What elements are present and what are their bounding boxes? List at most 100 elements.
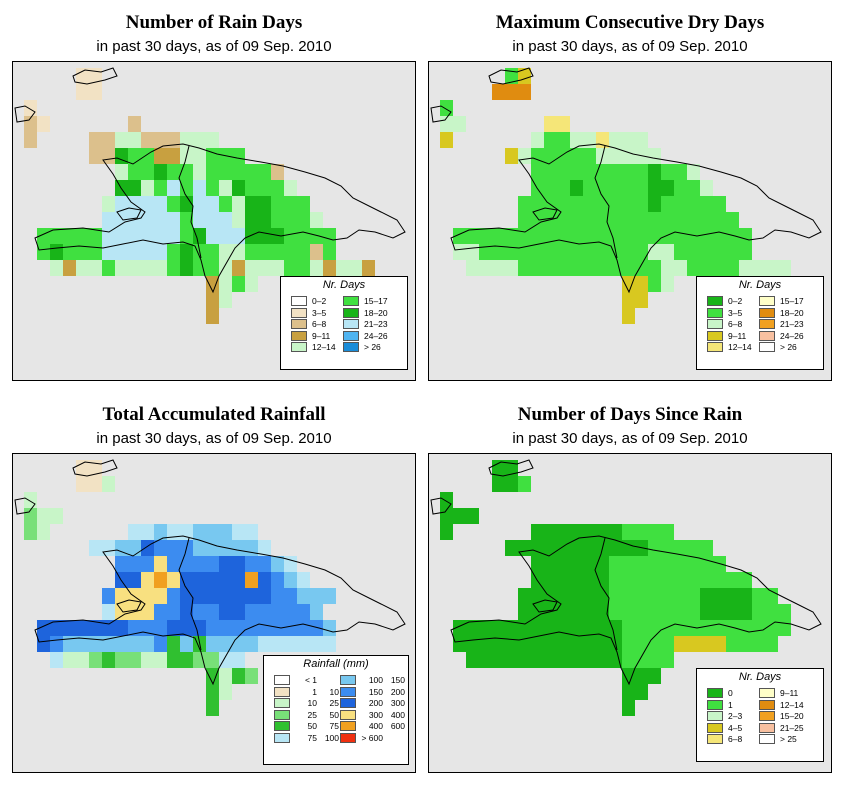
- grid-cell: [609, 588, 622, 604]
- grid-cell: [531, 604, 544, 620]
- grid-cell: [622, 212, 635, 228]
- grid-cell: [232, 556, 245, 572]
- grid-cell: [583, 228, 596, 244]
- grid-cell: [635, 132, 648, 148]
- grid-cell: [310, 212, 323, 228]
- grid-cell: [102, 132, 115, 148]
- grid-cell: [570, 652, 583, 668]
- grid-cell: [583, 556, 596, 572]
- grid-cell: [154, 572, 167, 588]
- grid-cell: [453, 636, 466, 652]
- grid-cell: [765, 588, 778, 604]
- grid-cell: [518, 652, 531, 668]
- grid-cell: [258, 260, 271, 276]
- grid-cell: [570, 260, 583, 276]
- grid-cell: [661, 652, 674, 668]
- grid-cell: [674, 164, 687, 180]
- grid-cell: [128, 116, 141, 132]
- grid-cell: [700, 636, 713, 652]
- grid-cell: [323, 228, 336, 244]
- grid-cell: [466, 620, 479, 636]
- island-outline: [34, 535, 406, 686]
- grid-cell: [102, 228, 115, 244]
- grid-cell: [505, 652, 518, 668]
- grid-cell: [297, 228, 310, 244]
- grid-cell: [141, 164, 154, 180]
- grid-cell: [323, 244, 336, 260]
- country-border: [178, 537, 202, 651]
- grid-cell: [544, 228, 557, 244]
- grid-cell: [648, 652, 661, 668]
- grid-cell: [661, 196, 674, 212]
- grid-cell: [492, 84, 505, 100]
- grid-cell: [531, 540, 544, 556]
- grid-cell: [141, 556, 154, 572]
- grid-cell: [115, 164, 128, 180]
- coastline: [116, 207, 142, 221]
- grid-cell: [76, 620, 89, 636]
- grid-cell: [492, 620, 505, 636]
- grid-cell: [479, 244, 492, 260]
- grid-cell: [323, 588, 336, 604]
- grid-cell: [557, 132, 570, 148]
- grid-cell: [635, 588, 648, 604]
- legend-swatch: [759, 307, 775, 318]
- grid-cell: [232, 244, 245, 260]
- grid-cell: [557, 540, 570, 556]
- legend-swatch: [343, 319, 359, 330]
- grid-cell: [570, 244, 583, 260]
- grid-cell: [206, 228, 219, 244]
- grid-cell: [596, 588, 609, 604]
- grid-cell: [219, 620, 232, 636]
- grid-cell: [661, 620, 674, 636]
- grid-cell: [258, 604, 271, 620]
- legend-item: 50 75: [274, 720, 339, 732]
- grid-cell: [258, 164, 271, 180]
- grid-cell: [271, 572, 284, 588]
- grid-cell: [24, 524, 37, 540]
- legend-label: 0–2: [312, 296, 327, 306]
- grid-cell: [89, 228, 102, 244]
- grid-cell: [128, 260, 141, 276]
- grid-cell: [557, 180, 570, 196]
- legend-swatch: [340, 686, 356, 697]
- legend-low: < 1: [304, 675, 317, 685]
- grid-cell: [700, 196, 713, 212]
- legend-item: 25 50: [274, 709, 339, 721]
- grid-cell: [479, 260, 492, 276]
- grid-cell: [466, 260, 479, 276]
- grid-cell: [635, 620, 648, 636]
- legend-swatch: [759, 711, 775, 722]
- grid-cell: [115, 228, 128, 244]
- grid-cell: [531, 636, 544, 652]
- legend-item: 3–5: [291, 307, 326, 319]
- grid-cell: [648, 260, 661, 276]
- grid-cell: [219, 212, 232, 228]
- legend-swatch: [274, 675, 290, 685]
- grid-cell: [609, 260, 622, 276]
- grid-cell: [583, 572, 596, 588]
- grid-cell: [466, 652, 479, 668]
- grid-cell: [297, 260, 310, 276]
- grid-cell: [180, 636, 193, 652]
- grid-cell: [141, 588, 154, 604]
- grid-cell: [271, 180, 284, 196]
- grid-cell: [206, 556, 219, 572]
- legend-swatch: [707, 722, 723, 733]
- grid-cell: [622, 132, 635, 148]
- grid-cell: [479, 652, 492, 668]
- grid-cell: [128, 148, 141, 164]
- grid-cell: [648, 228, 661, 244]
- grid-cell: [245, 196, 258, 212]
- grid-cell: [752, 636, 765, 652]
- grid-cell: [544, 572, 557, 588]
- map-days-since-rain: Nr. Days 0 1 2–3 4–5 6–8 9–11 12–14 15–20 21–25 >…: [428, 453, 832, 773]
- grid-cell: [622, 260, 635, 276]
- panel-title: Number of Rain Days: [125, 12, 303, 33]
- grid-cell: [284, 244, 297, 260]
- legend-title: Nr. Days: [322, 279, 366, 291]
- grid-cell: [700, 572, 713, 588]
- grid-cell: [518, 588, 531, 604]
- grid-cell: [713, 572, 726, 588]
- map-grid: [430, 67, 822, 324]
